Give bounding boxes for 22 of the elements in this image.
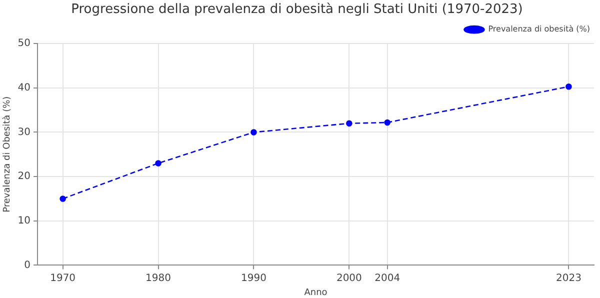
point	[384, 119, 390, 126]
x-tick-label: 2023	[556, 272, 582, 284]
y-tick-label: 50	[18, 38, 31, 50]
point	[566, 83, 572, 90]
y-tick-label: 40	[18, 82, 31, 94]
chart-title: Progressione della prevalenza di obesità negli Stati Uniti (1970-2023)	[71, 2, 523, 18]
x-tick-label: 2004	[374, 272, 400, 284]
x-tick-label: 2000	[336, 272, 362, 284]
x-axis-title: Anno	[304, 288, 328, 298]
y-tick-label: 10	[18, 215, 31, 226]
y-axis-title: Prevalenza di Obesità (%)	[2, 96, 13, 212]
point	[60, 196, 66, 202]
x-tick-label: 1980	[146, 272, 171, 284]
point	[250, 129, 257, 136]
x-tick-label: 1990	[240, 272, 266, 284]
x-tick-label: 1970	[50, 272, 76, 284]
y-tick-label: 30	[18, 126, 31, 138]
y-tick-label: 0	[24, 260, 31, 271]
point	[155, 160, 162, 166]
y-tick-label: 20	[18, 171, 31, 182]
point	[346, 120, 352, 127]
legend-label: Prevalenza di obesità (%)	[488, 24, 590, 34]
